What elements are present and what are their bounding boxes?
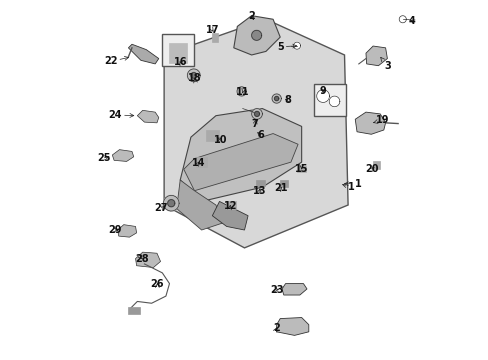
Text: 6: 6 bbox=[257, 130, 264, 140]
Polygon shape bbox=[176, 180, 223, 230]
Text: 27: 27 bbox=[154, 203, 168, 213]
Text: 10: 10 bbox=[213, 135, 226, 145]
Polygon shape bbox=[365, 46, 386, 66]
Text: 12: 12 bbox=[223, 201, 237, 211]
Text: 18: 18 bbox=[187, 73, 201, 83]
Text: 5: 5 bbox=[276, 42, 296, 52]
Bar bbox=[373, 161, 379, 170]
Text: 4: 4 bbox=[408, 16, 415, 26]
Bar bbox=[256, 180, 264, 186]
Text: 25: 25 bbox=[98, 153, 111, 163]
Text: 11: 11 bbox=[236, 87, 249, 98]
Text: 24: 24 bbox=[108, 110, 134, 120]
Text: 14: 14 bbox=[192, 158, 205, 168]
Bar bbox=[205, 130, 218, 141]
Bar bbox=[212, 33, 218, 41]
Bar bbox=[313, 84, 346, 116]
Text: 17: 17 bbox=[205, 25, 219, 35]
Text: 22: 22 bbox=[103, 57, 128, 66]
Polygon shape bbox=[328, 96, 339, 107]
Polygon shape bbox=[137, 111, 159, 123]
Bar bbox=[169, 43, 187, 63]
Polygon shape bbox=[276, 318, 308, 336]
Polygon shape bbox=[212, 202, 247, 230]
Polygon shape bbox=[398, 16, 406, 23]
Text: 29: 29 bbox=[108, 225, 122, 235]
Polygon shape bbox=[251, 109, 262, 119]
Text: 13: 13 bbox=[252, 186, 265, 197]
Polygon shape bbox=[233, 16, 280, 55]
Polygon shape bbox=[254, 112, 259, 116]
Polygon shape bbox=[293, 42, 300, 49]
Polygon shape bbox=[354, 112, 385, 134]
Text: 19: 19 bbox=[373, 115, 389, 125]
Polygon shape bbox=[274, 96, 278, 101]
Polygon shape bbox=[128, 44, 159, 64]
Polygon shape bbox=[183, 134, 298, 191]
Bar bbox=[225, 201, 236, 209]
Text: 1: 1 bbox=[342, 182, 354, 192]
Text: 15: 15 bbox=[294, 163, 308, 174]
Text: 28: 28 bbox=[135, 253, 148, 264]
Polygon shape bbox=[135, 252, 160, 267]
Polygon shape bbox=[282, 284, 306, 295]
Bar bbox=[196, 157, 206, 167]
Text: 21: 21 bbox=[274, 183, 287, 193]
Text: 1: 1 bbox=[344, 179, 361, 189]
Bar bbox=[297, 166, 305, 172]
Polygon shape bbox=[118, 225, 136, 237]
Polygon shape bbox=[191, 72, 196, 78]
Text: 26: 26 bbox=[150, 279, 164, 289]
Text: 2: 2 bbox=[273, 323, 280, 333]
Text: 2: 2 bbox=[248, 11, 255, 21]
Bar bbox=[162, 33, 194, 66]
Text: 8: 8 bbox=[284, 95, 290, 105]
Polygon shape bbox=[271, 94, 281, 103]
Bar bbox=[127, 307, 140, 314]
Polygon shape bbox=[237, 87, 246, 96]
Polygon shape bbox=[164, 19, 347, 248]
Polygon shape bbox=[112, 150, 134, 161]
Text: 9: 9 bbox=[319, 86, 326, 96]
Polygon shape bbox=[163, 195, 179, 211]
Text: 16: 16 bbox=[173, 57, 186, 67]
Bar bbox=[279, 180, 287, 187]
Polygon shape bbox=[187, 69, 200, 82]
Text: 23: 23 bbox=[269, 285, 283, 295]
Polygon shape bbox=[180, 109, 301, 202]
Polygon shape bbox=[251, 30, 261, 40]
Polygon shape bbox=[316, 90, 329, 103]
Text: 7: 7 bbox=[251, 118, 258, 129]
Polygon shape bbox=[167, 200, 175, 207]
Text: 3: 3 bbox=[380, 57, 390, 71]
Text: 20: 20 bbox=[365, 164, 378, 174]
